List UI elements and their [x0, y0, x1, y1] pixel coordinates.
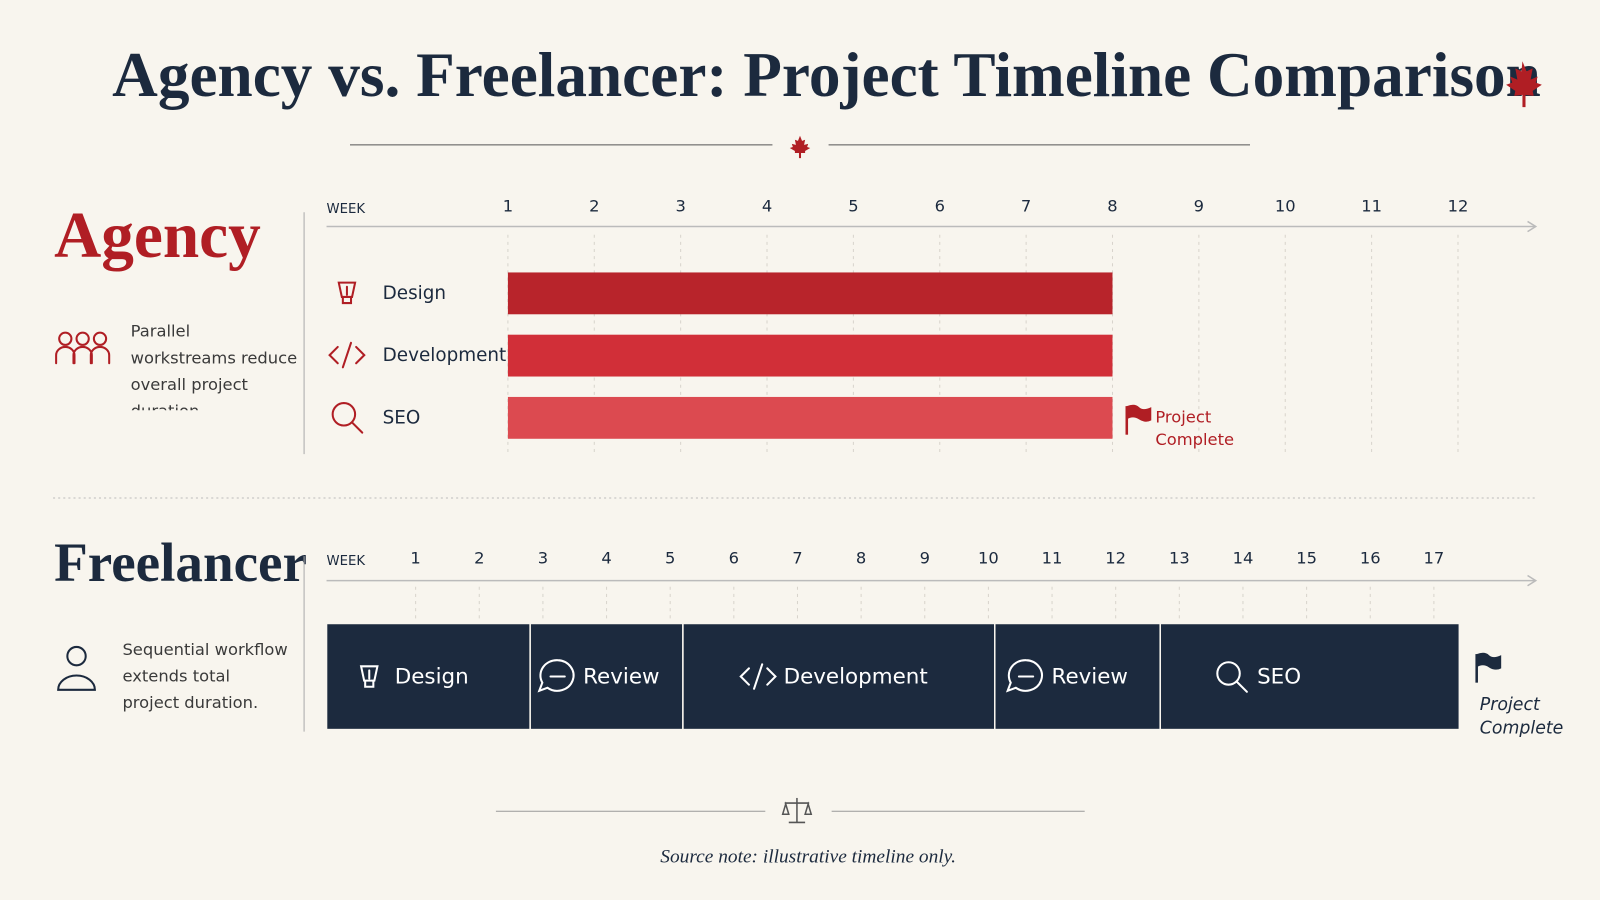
x-tick-label: 13 [1169, 549, 1190, 568]
x-tick-label: 11 [1042, 549, 1063, 568]
x-tick-label: 5 [665, 549, 675, 568]
icon-stroke [1005, 659, 1043, 693]
x-tick-label: 5 [848, 197, 858, 216]
complete-label-box: Project Complete [1155, 407, 1235, 449]
axis-arrow [1527, 220, 1538, 233]
scale-icon [781, 797, 813, 824]
section-note: Sequential workflow extends total projec… [122, 639, 288, 713]
complete-label: Project Complete [1155, 407, 1235, 449]
task-label: Design [383, 283, 446, 304]
axis-arrow [1527, 574, 1538, 587]
icon-stroke [89, 345, 111, 365]
icon-stroke [351, 421, 364, 434]
x-tick-label: 15 [1296, 549, 1317, 568]
x-tick-label: 8 [1107, 197, 1117, 216]
task-label: SEO [1257, 665, 1301, 690]
icon-chat [1005, 659, 1043, 693]
task-label: Design [395, 665, 469, 690]
complete-label-box: Project Complete [1479, 694, 1564, 739]
task-label: Development [784, 665, 928, 690]
x-tick-label: 10 [1275, 197, 1296, 216]
x-tick-label: 6 [729, 549, 739, 568]
icon-search [1216, 661, 1248, 693]
icon-stroke [331, 402, 357, 427]
icon-stroke [92, 331, 108, 346]
icon-code [739, 663, 777, 690]
task-label: Development [383, 345, 507, 366]
icon-chat [537, 659, 575, 693]
axis-label: WEEK [327, 554, 366, 569]
icon-pen [359, 665, 379, 688]
x-tick-label: 3 [675, 197, 685, 216]
x-tick-label: 9 [920, 549, 930, 568]
task-bar [507, 334, 1113, 377]
task-bar [507, 396, 1113, 439]
icon-stroke [58, 331, 73, 346]
task-bar [325, 622, 531, 731]
task-label: SEO [383, 407, 421, 428]
icon-person [57, 645, 96, 691]
icon-stroke [1216, 661, 1241, 686]
axis-label: WEEK [327, 202, 366, 217]
x-tick-label: 2 [589, 197, 599, 216]
task-bar [1159, 622, 1461, 731]
source-note: Source note: illustrative timeline only. [660, 847, 956, 868]
maple-leaf-small [789, 135, 811, 159]
x-tick-label: 6 [935, 197, 945, 216]
icon-stroke [537, 659, 575, 693]
icon-stroke [359, 665, 379, 688]
icon-stroke [739, 663, 777, 690]
title: Agency vs. Freelancer: Project Timeline … [112, 40, 1541, 110]
maple-leaf [1506, 61, 1542, 108]
icon-stroke [328, 341, 366, 369]
x-tick-label: 14 [1233, 549, 1254, 568]
x-tick-label: 7 [792, 549, 802, 568]
flag [1476, 652, 1502, 670]
x-tick-label: 16 [1360, 549, 1381, 568]
x-tick-label: 7 [1021, 197, 1031, 216]
icon-code [328, 341, 366, 369]
icon-people [55, 331, 111, 365]
icon-pen [337, 281, 357, 305]
x-tick-label: 1 [503, 197, 513, 216]
x-tick-label: 12 [1448, 197, 1469, 216]
icon-stroke [66, 645, 87, 667]
x-tick-label: 4 [601, 549, 611, 568]
x-tick-label: 17 [1424, 549, 1445, 568]
section-note-box: Sequential workflow extends total projec… [122, 639, 288, 713]
x-tick-label: 9 [1194, 197, 1204, 216]
section-title: Freelancer [54, 532, 307, 593]
x-tick-label: 2 [474, 549, 484, 568]
section-title: Agency [54, 200, 261, 272]
flag [1126, 404, 1152, 422]
section-note-box: Parallel workstreams reduce overall proj… [130, 321, 298, 410]
x-tick-label: 8 [856, 549, 866, 568]
icon-search [331, 402, 364, 434]
section-note: Parallel workstreams reduce overall proj… [130, 321, 298, 410]
task-label: Review [583, 665, 659, 690]
x-tick-label: 11 [1361, 197, 1382, 216]
x-tick-label: 4 [762, 197, 772, 216]
task-bar [507, 272, 1113, 315]
x-tick-label: 10 [978, 549, 999, 568]
task-label: Review [1052, 665, 1128, 690]
icon-stroke [75, 331, 90, 346]
icon-stroke [337, 281, 357, 305]
icon-stroke [57, 674, 96, 691]
x-tick-label: 1 [410, 549, 420, 568]
icon-stroke [1235, 680, 1248, 693]
complete-label: Project Complete [1479, 694, 1564, 739]
x-tick-label: 12 [1105, 549, 1126, 568]
x-tick-label: 3 [538, 549, 548, 568]
